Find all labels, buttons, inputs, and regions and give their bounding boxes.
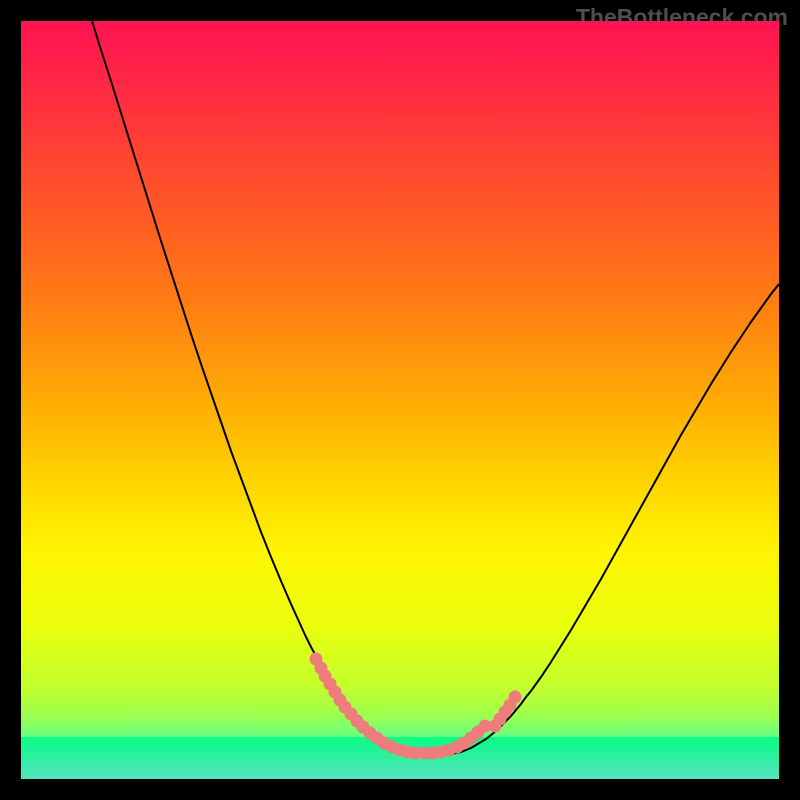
bottleneck-chart [21, 21, 779, 779]
green-band [21, 737, 779, 779]
chart-frame: TheBottleneck.com [0, 0, 800, 800]
gradient-background [21, 21, 779, 779]
